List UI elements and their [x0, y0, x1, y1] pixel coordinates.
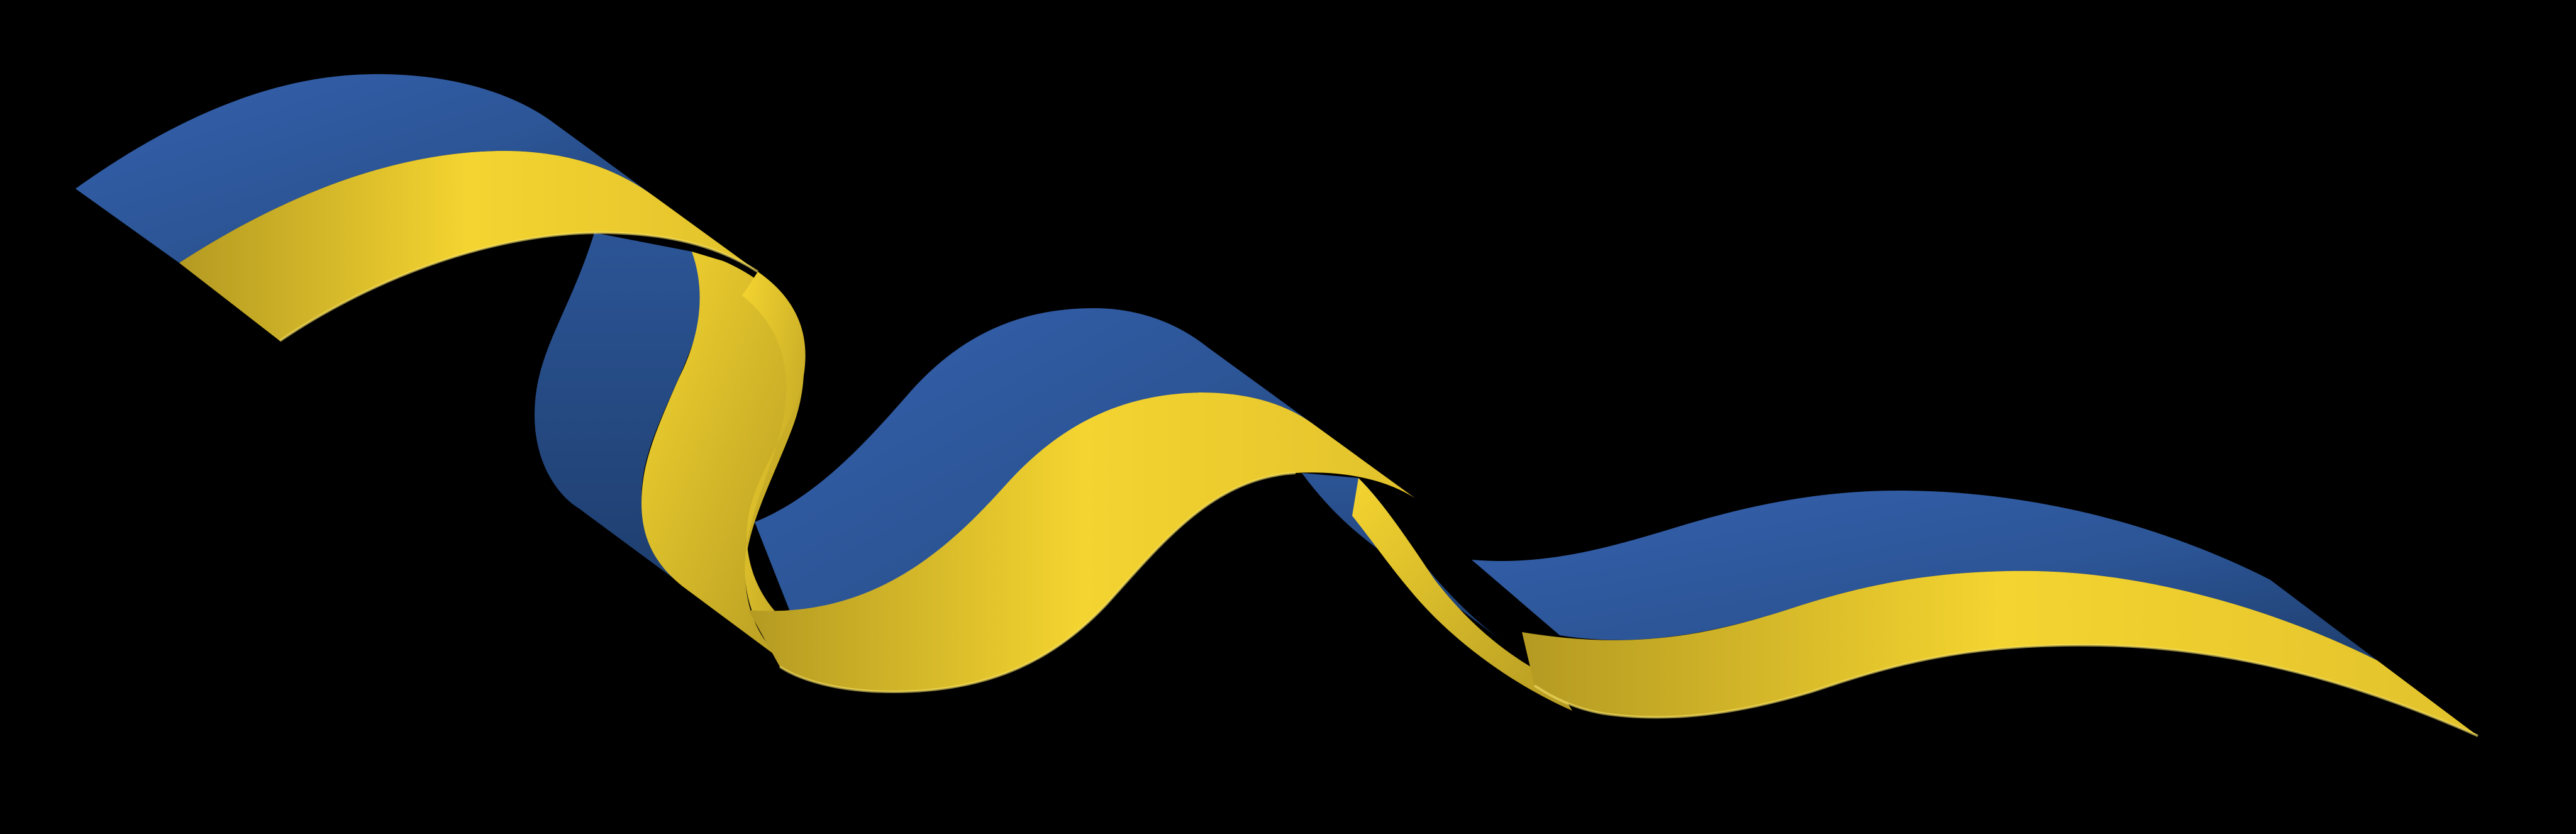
ribbon-tail-yellow	[1522, 570, 2478, 736]
ribbon-fold-1-yellow-front	[742, 272, 806, 668]
ribbon-tail-blue	[1472, 491, 2377, 660]
ribbon-highlight-edge-2	[779, 472, 1296, 694]
ribbon-highlight-edge-3	[1533, 643, 2479, 737]
ribbon-loop-1-yellow-back	[641, 252, 804, 668]
ribbon-arch-1-blue	[75, 74, 654, 263]
ribbon-arch-1-yellow	[179, 150, 758, 341]
ribbon-arch-2-yellow	[748, 392, 1415, 692]
ribbon-highlight-edge-1	[279, 231, 759, 342]
ribbon-loop-1-blue-back	[535, 233, 704, 585]
